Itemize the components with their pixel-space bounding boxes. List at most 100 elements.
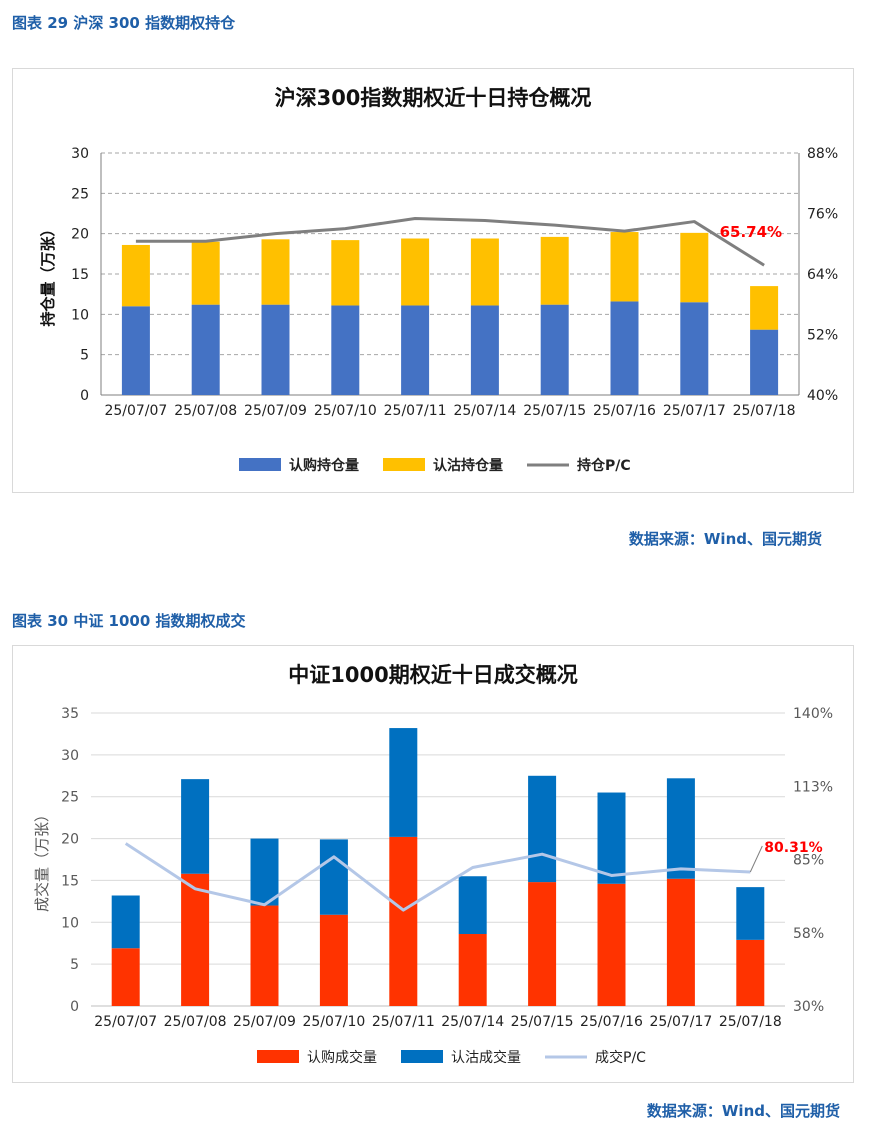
bar-put (458, 876, 487, 935)
bar-call (331, 305, 360, 395)
bar-call (736, 939, 765, 1006)
y-tick-label: 25 (61, 790, 79, 806)
x-tick-label: 25/07/11 (384, 403, 447, 419)
figure-caption-2: 图表 30 中证 1000 指数期权成交 (12, 612, 246, 630)
source-note-1: 数据来源：Wind、国元期货 (628, 530, 822, 548)
bar-put (319, 839, 348, 915)
y2-tick-label: 85% (793, 853, 824, 869)
y-tick-label: 25 (71, 186, 89, 202)
y2-tick-label: 88% (807, 146, 838, 162)
x-tick-label: 25/07/14 (441, 1014, 504, 1030)
bar-put (401, 238, 430, 306)
bar-call (319, 914, 348, 1006)
bar-put (680, 232, 709, 303)
y2-tick-label: 64% (807, 267, 838, 283)
x-tick-label: 25/07/14 (453, 403, 516, 419)
y2-tick-label: 52% (807, 328, 838, 344)
legend-swatch (383, 458, 425, 471)
x-tick-label: 25/07/07 (104, 403, 167, 419)
y-tick-label: 15 (71, 267, 89, 283)
bar-put (389, 728, 418, 837)
y-axis-title: 持仓量（万张） (39, 221, 57, 326)
x-tick-label: 25/07/16 (580, 1014, 643, 1030)
y-tick-label: 30 (71, 146, 89, 162)
annotation-leader (749, 845, 763, 873)
bar-put (191, 241, 220, 305)
y-tick-label: 10 (71, 307, 89, 323)
chart-panel-1: 沪深300指数期权近十日持仓概况 0 5 10 15 20 25 30 40% 52% 64% 76%… (12, 68, 854, 493)
legend-swatch (401, 1050, 443, 1063)
x-tick-label: 25/07/17 (663, 403, 726, 419)
bar-put (597, 792, 626, 884)
legend-label: 成交P/C (595, 1049, 646, 1066)
y-tick-label: 0 (70, 999, 79, 1015)
bar-call (597, 883, 626, 1006)
x-tick-label: 25/07/07 (94, 1014, 157, 1030)
y-tick-label: 5 (70, 957, 79, 973)
chart-panel-2: 中证1000期权近十日成交概况 0 5 10 15 20 25 30 35 30% 58% 85% 11… (12, 645, 854, 1083)
pc-ratio-line (124, 842, 751, 912)
y-axis-title: 成交量（万张） (33, 807, 51, 912)
x-tick-label: 25/07/15 (511, 1014, 574, 1030)
bar-call (666, 878, 695, 1006)
x-tick-label: 25/07/08 (174, 403, 237, 419)
bar-put (666, 778, 695, 879)
figure-caption-1: 图表 29 沪深 300 指数期权持仓 (12, 14, 236, 32)
legend-label: 认沽持仓量 (433, 457, 503, 474)
legend-swatch (239, 458, 281, 471)
legend-swatch (257, 1050, 299, 1063)
bar-call (528, 882, 557, 1006)
bar-call (250, 905, 279, 1006)
pc-annotation: 65.74% (720, 223, 782, 241)
y2-tick-label: 30% (793, 999, 824, 1015)
bar-put (261, 239, 290, 305)
x-tick-label: 25/07/18 (719, 1014, 782, 1030)
bar-put (610, 232, 639, 302)
pc-ratio-line (135, 217, 765, 267)
y2-tick-label: 140% (793, 706, 833, 722)
legend-label: 认购持仓量 (289, 457, 359, 474)
bar-put (111, 895, 140, 949)
bar-call (540, 304, 569, 395)
bar-put (736, 887, 765, 940)
bar-put (750, 286, 779, 330)
y-tick-label: 15 (61, 873, 79, 889)
y-tick-label: 20 (61, 832, 79, 848)
bar-put (470, 238, 499, 306)
x-tick-label: 25/07/11 (372, 1014, 435, 1030)
x-tick-label: 25/07/15 (523, 403, 586, 419)
bar-call (750, 329, 779, 395)
bar-call (261, 304, 290, 395)
x-tick-label: 25/07/16 (593, 403, 656, 419)
x-tick-label: 25/07/17 (649, 1014, 712, 1030)
x-tick-label: 25/07/10 (302, 1014, 365, 1030)
source-note-2: 数据来源：Wind、国元期货 (646, 1102, 840, 1120)
bar-call (680, 302, 709, 395)
y-tick-label: 35 (61, 706, 79, 722)
y2-tick-label: 58% (793, 926, 824, 942)
x-tick-label: 25/07/09 (244, 403, 307, 419)
x-tick-label: 25/07/10 (314, 403, 377, 419)
bar-put (540, 236, 569, 305)
y2-tick-label: 40% (807, 388, 838, 404)
bar-call (470, 305, 499, 395)
bar-put (331, 240, 360, 306)
y-tick-label: 10 (61, 915, 79, 931)
bar-call (181, 873, 210, 1006)
chart-title: 中证1000期权近十日成交概况 (288, 663, 577, 687)
y2-tick-label: 76% (807, 207, 838, 223)
x-tick-label: 25/07/18 (733, 403, 796, 419)
y-tick-label: 30 (61, 748, 79, 764)
y-tick-label: 5 (80, 348, 89, 364)
bar-call (610, 301, 639, 395)
y-tick-label: 0 (80, 388, 89, 404)
bar-call (191, 304, 220, 395)
bar-call (111, 948, 140, 1006)
bar-put (528, 775, 557, 883)
bar-call (121, 306, 150, 395)
x-tick-label: 25/07/09 (233, 1014, 296, 1030)
legend-label: 认购成交量 (307, 1049, 377, 1066)
bar-put (250, 838, 279, 906)
bar-put (121, 244, 150, 307)
open-interest-chart: 沪深300指数期权近十日持仓概况 0 5 10 15 20 25 30 40% 52% 64% 76%… (39, 86, 838, 474)
